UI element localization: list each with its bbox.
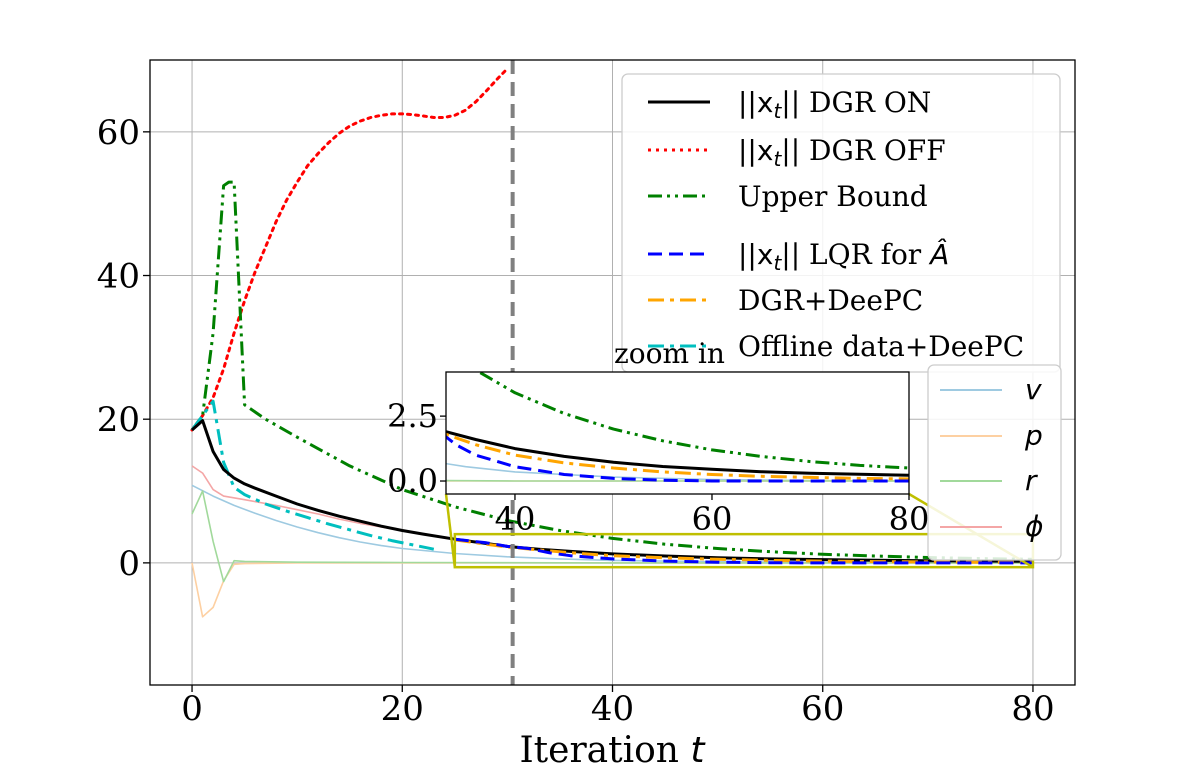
- inset-series-line-dgr-off: [121, 0, 417, 1]
- state-label-phi: ϕ: [1025, 510, 1043, 543]
- inset-background: [446, 372, 909, 494]
- y-tick-label: 40: [97, 257, 140, 297]
- legend-label-dgr-off: ||xt|| DGR OFF: [738, 134, 946, 171]
- zoom-in-annotation: zoom in: [614, 337, 725, 370]
- legend-label-dgr-on: ||xt|| DGR ON: [738, 86, 931, 123]
- inset-series-line-dgr-on: [446, 430, 909, 477]
- state-label-r: r: [1025, 464, 1038, 497]
- legend-states: v p r ϕ: [927, 364, 1062, 561]
- y-tick-label: 0: [118, 544, 140, 584]
- x-tick-label: 20: [381, 689, 424, 729]
- series-line-dgr-off: [190, 67, 509, 432]
- state-label-p: p: [1024, 419, 1043, 452]
- x-tick-label: 40: [591, 689, 634, 729]
- series-group: [190, 67, 1034, 618]
- y-ticks: 0 20 40 60: [97, 113, 150, 584]
- series-line-dgr-deepc: [454, 538, 1034, 564]
- x-tick-label: 0: [181, 689, 203, 729]
- x-axis-label: Iteration t: [519, 730, 706, 771]
- x-tick-label: 60: [801, 689, 844, 729]
- inset-series-line-lqr: [446, 434, 909, 483]
- inset-x-tick-label: 60: [692, 500, 733, 538]
- series-line-offline: [190, 399, 435, 551]
- state-label-v: v: [1025, 373, 1042, 406]
- inset-y-tick-label: 0.0: [387, 462, 438, 500]
- zoom-connector-left: [444, 493, 457, 568]
- legend-label-lqr: ||xt|| LQR for Â: [738, 237, 949, 275]
- inset-x-tick-label: 80: [889, 500, 930, 538]
- y-tick-label: 20: [97, 400, 140, 440]
- inset-axes: 40 60 80 0.0 2.5: [121, 0, 930, 538]
- legend-label-offline: Offline data+DeePC: [738, 330, 1024, 363]
- legend-label-dgr-deepc: DGR+DeePC: [738, 284, 923, 317]
- legend-label-upper-bound: Upper Bound: [738, 180, 928, 213]
- inset-series-line-dgr-deepc: [446, 432, 909, 481]
- legend-main: ||xt|| DGR ON ||xt|| DGR OFF Upper Bound…: [621, 73, 1061, 373]
- series-line-lqr: [454, 537, 1033, 565]
- series-line-upper: [190, 180, 1034, 561]
- state-legend-frame: [927, 364, 1062, 561]
- inset-x-tick-label: 40: [495, 500, 536, 538]
- inset-y-tick-label: 2.5: [387, 397, 438, 435]
- inset-frame: [445, 371, 910, 495]
- plot-frame: [149, 59, 1076, 686]
- x-tick-label: 80: [1011, 689, 1054, 729]
- x-ticks: 0 20 40 60 80: [181, 685, 1055, 729]
- series-line-r: [191, 490, 1033, 583]
- y-tick-label: 60: [97, 113, 140, 153]
